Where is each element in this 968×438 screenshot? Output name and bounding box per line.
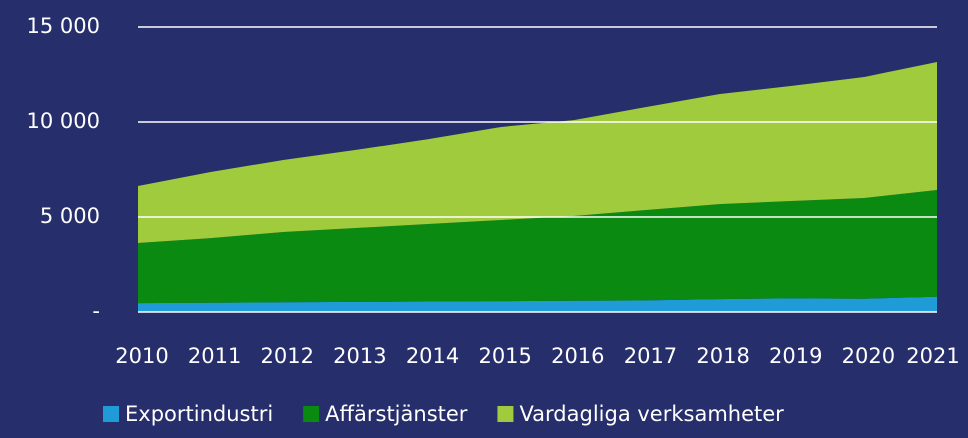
y-tick-label: 10 000 [27,109,100,133]
x-tick-label: 2014 [406,344,459,368]
x-tick-label: 2017 [624,344,677,368]
x-tick-label: 2013 [333,344,386,368]
x-tick-label: 2010 [115,344,168,368]
area [138,61,937,244]
y-tick-label: - [92,299,100,323]
legend-swatch [497,406,514,422]
legend-label: Exportindustri [125,402,273,426]
x-tick-label: 2011 [188,344,241,368]
legend-swatch [103,406,119,422]
legend-label: Vardagliga verksamheter [519,402,784,426]
legend-label: Affärstjänster [325,402,468,426]
x-tick-label: 2018 [696,344,749,368]
x-tick-label: 2019 [769,344,822,368]
x-tick-label: 2012 [261,344,314,368]
y-tick-label: 5 000 [40,204,100,228]
y-tick-label: 15 000 [27,14,100,38]
area [138,190,937,304]
x-tick-label: 2021 [906,344,959,368]
x-tick-label: 2015 [478,344,531,368]
x-tick-label: 2016 [551,344,604,368]
x-tick-label: 2020 [842,344,895,368]
area [138,296,937,312]
legend-swatch [303,406,320,422]
